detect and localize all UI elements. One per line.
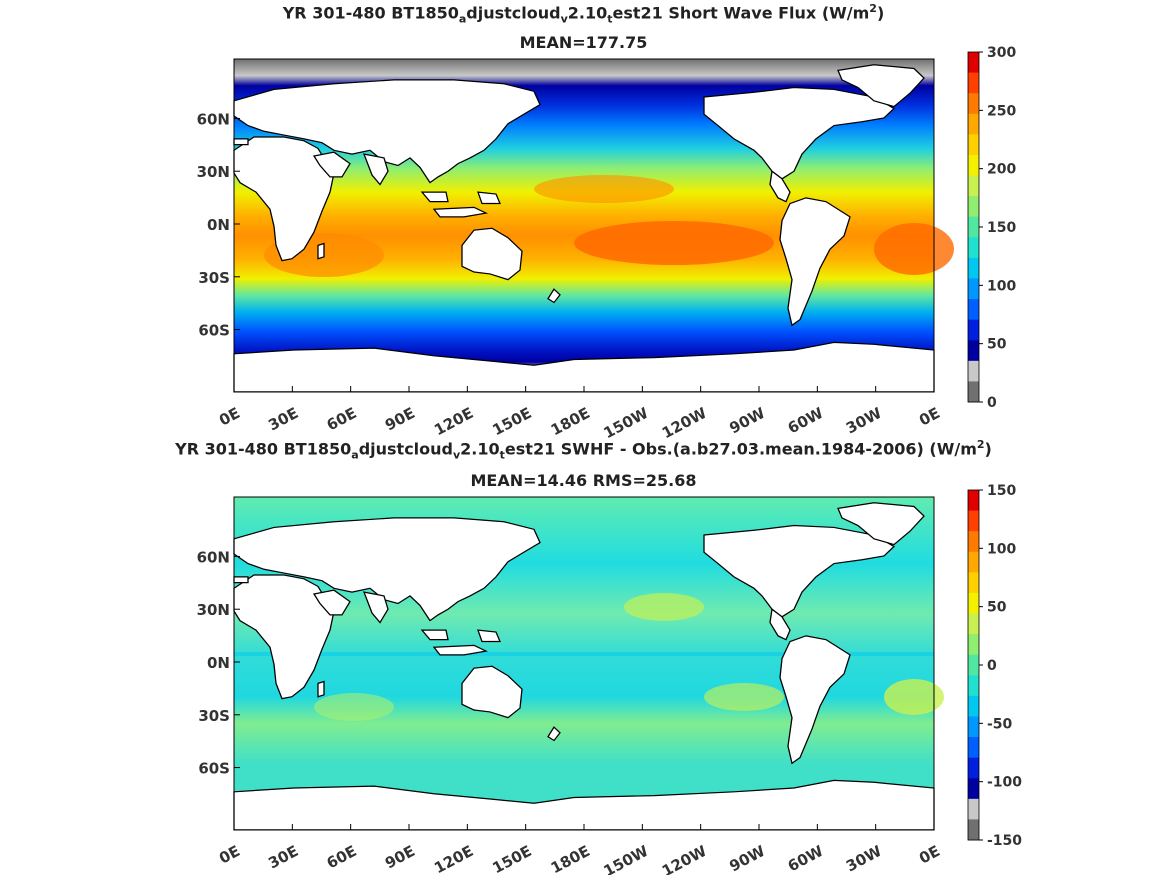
map2-x-tick-label: 120W	[659, 842, 710, 875]
map1-panel	[233, 58, 954, 393]
map2-x-tick-label: 180E	[548, 842, 593, 875]
map2-colorbar-segment	[968, 798, 979, 820]
map1-colorbar-segment	[968, 154, 979, 177]
map1-colorbar-segment	[968, 216, 979, 238]
map1-x-tick-label: 90W	[726, 404, 768, 438]
map1-y-tick-label: 60S	[198, 322, 230, 340]
map1-colorbar-segment	[968, 299, 979, 321]
map2-colorbar-label: 0	[987, 658, 997, 674]
map2-colorbar-segment	[968, 510, 979, 532]
map1-y-tick-label: 0N	[207, 216, 230, 234]
map1-x-tick-label: 0E	[216, 404, 243, 430]
map2-x-tick-label: 30E	[265, 842, 301, 873]
map2-colorbar-segment	[968, 592, 979, 615]
map1-title: YR 301-480 BT1850adjustcloudv2.10test21 …	[282, 2, 885, 26]
map2-colorbar-label: -50	[987, 716, 1013, 732]
map1-colorbar-segment	[968, 381, 979, 403]
map2-colorbar-segment	[968, 613, 979, 635]
map2-colorbar-label: 100	[987, 541, 1016, 557]
map2-x-tick-label: 90E	[382, 842, 418, 873]
map2-x-tick-label: 30W	[843, 842, 885, 875]
map2-y-tick-label: 30N	[197, 601, 230, 619]
map2-colorbar-segment	[968, 572, 979, 594]
map1-colorbar-segment	[968, 360, 979, 382]
map1-y-tick-label: 30S	[198, 269, 230, 287]
map1-colorbar-label: 50	[987, 337, 1007, 353]
map1-x-tick-label: 60W	[785, 404, 827, 438]
map2-colorbar-segment	[968, 490, 979, 512]
map1-colorbar-segment	[968, 134, 979, 156]
map1-x-tick-label: 150W	[601, 404, 652, 443]
map2-colorbar-label: -150	[987, 833, 1022, 849]
map1-colorbar-label: 100	[987, 278, 1016, 294]
map1-x-tick-label: 60E	[324, 404, 360, 435]
map1-colorbar-segment	[968, 93, 979, 115]
map1-colorbar-segment	[968, 196, 979, 218]
map2-colorbar-segment	[968, 819, 979, 841]
map2-colorbar-segment	[968, 737, 979, 759]
map1-x-tick-label: 30E	[265, 404, 301, 435]
map2-colorbar-label: -100	[987, 775, 1022, 791]
map1-x-tick-label: 120E	[431, 404, 476, 439]
map1-x-tick-label: 0E	[916, 404, 943, 430]
map2-colorbar-segment	[968, 695, 979, 717]
map2-x-tick-label: 120E	[431, 842, 476, 875]
map1-x-tick-label: 120W	[659, 404, 710, 443]
map1-colorbar-label: 300	[987, 45, 1016, 61]
map1-colorbar-label: 150	[987, 220, 1016, 236]
map1-subtitle: MEAN=177.75	[519, 33, 648, 52]
map1-colorbar-label: 250	[987, 103, 1016, 119]
map1-colorbar-segment	[968, 278, 979, 300]
map1-colorbar-segment	[968, 257, 979, 279]
map1-colorbar-label: 0	[987, 395, 997, 411]
map2-x-tick-label: 0E	[216, 842, 243, 868]
map1-x-tick-label: 180E	[548, 404, 593, 439]
map2-colorbar-segment	[968, 757, 979, 779]
map2-x-tick-label: 90W	[726, 842, 768, 875]
map2-x-tick-label: 0E	[916, 842, 943, 868]
map2-colorbar-label: 50	[987, 600, 1007, 616]
map2-y-tick-label: 0N	[207, 654, 230, 672]
map2-colorbar-segment	[968, 654, 979, 676]
map2-x-tick-label: 150W	[601, 842, 652, 875]
map1-colorbar-segment	[968, 52, 979, 74]
map2-y-tick-label: 30S	[198, 707, 230, 725]
map1-x-tick-label: 90E	[382, 404, 418, 435]
map1-colorbar-segment	[968, 340, 979, 362]
map2-colorbar-label: 150	[987, 483, 1016, 499]
map2-colorbar-segment	[968, 675, 979, 697]
map2-y-tick-label: 60N	[197, 548, 230, 566]
map2-x-tick-label: 60W	[785, 842, 827, 875]
map2-colorbar-segment	[968, 716, 979, 738]
map1-colorbar-segment	[968, 113, 979, 135]
map1-y-tick-label: 30N	[197, 163, 230, 181]
map1-colorbar-segment	[968, 175, 979, 197]
map2-colorbar-segment	[968, 634, 979, 656]
map2-subtitle: MEAN=14.46 RMS=25.68	[470, 471, 697, 490]
map1-x-tick-label: 30W	[843, 404, 885, 438]
map2-x-tick-label: 150E	[489, 842, 534, 875]
map2-colorbar-segment	[968, 551, 979, 573]
map2-x-tick-label: 60E	[324, 842, 360, 873]
map1-y-tick-label: 60N	[197, 110, 230, 128]
map1-colorbar-segment	[968, 237, 979, 259]
map1-colorbar-segment	[968, 72, 979, 94]
map2-panel	[233, 496, 944, 831]
map1-x-tick-label: 150E	[489, 404, 534, 439]
map2-y-tick-label: 60S	[198, 760, 230, 778]
map2-colorbar-segment	[968, 531, 979, 553]
map2-title: YR 301-480 BT1850adjustcloudv2.10test21 …	[175, 438, 992, 462]
map2-colorbar-segment	[968, 778, 979, 800]
map1-colorbar-segment	[968, 319, 979, 341]
map1-colorbar-label: 200	[987, 162, 1016, 178]
